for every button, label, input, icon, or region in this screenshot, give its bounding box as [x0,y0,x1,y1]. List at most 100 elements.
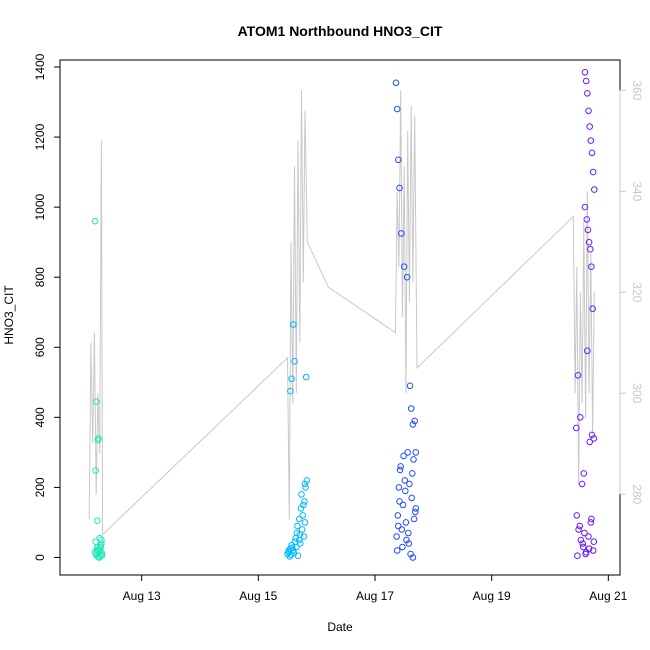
data-point [398,526,406,533]
data-point [298,526,306,533]
data-point [402,519,410,526]
data-point [578,480,586,488]
scatter-points [91,69,598,561]
data-point [296,531,304,539]
x-tick-label: Aug 19 [473,589,511,603]
data-point [407,405,415,412]
data-point [298,491,305,498]
data-point [574,552,581,560]
data-point [412,449,420,456]
data-point [576,522,584,530]
data-point [589,547,597,554]
data-point [406,480,413,488]
x-tick-label: Aug 21 [589,589,627,603]
data-point [98,550,106,557]
data-point [588,431,596,439]
data-point [410,456,417,463]
data-point [395,484,403,491]
data-point [396,466,404,474]
right-y-tick-label: 360 [630,80,644,100]
data-point [286,553,294,560]
data-point [288,375,295,383]
data-point [292,534,300,542]
x-axis-label: Date [327,620,353,634]
data-point [301,480,309,488]
right-y-tick-label: 300 [630,383,644,403]
data-point [585,545,593,553]
data-point [288,544,296,552]
data-point [400,452,407,460]
data-point [403,273,411,281]
data-point [577,536,585,544]
data-point [405,529,412,537]
right-y-tick-label: 340 [630,181,644,201]
data-point [302,484,309,491]
data-point [581,69,589,76]
data-point [287,387,294,395]
secondary-line [88,90,595,536]
x-axis: Aug 13 Aug 15 Aug 17 Aug 19 Aug 21 [123,574,628,603]
y-tick-label: 600 [33,337,47,357]
chart-title: ATOM1 Northbound HNO3_CIT [238,23,443,39]
data-point [98,552,106,559]
y-axis: 0 200 400 600 800 1000 1200 1400 [33,53,61,561]
data-point [585,533,592,540]
data-point [400,263,408,271]
data-point [589,168,597,176]
data-point [300,501,307,509]
data-point [94,517,101,525]
data-point [91,217,99,225]
data-point [590,435,598,442]
data-point [587,519,595,526]
data-point [291,538,299,546]
data-point [584,347,591,355]
y-tick-label: 400 [33,407,47,427]
data-point [574,372,582,379]
data-point [92,467,99,474]
data-point [579,540,587,547]
data-point [409,554,417,561]
data-point [403,536,410,544]
data-point [591,186,598,193]
data-point [573,424,580,432]
x-tick-label: Aug 13 [123,589,161,603]
data-point [586,438,594,446]
x-tick-label: Aug 15 [239,589,277,603]
data-point [401,477,409,484]
y-tick-label: 1000 [33,193,47,220]
data-point [409,470,416,477]
data-point [582,77,590,85]
right-y-tick-label: 320 [630,282,644,302]
y-tick-label: 1400 [33,53,47,80]
data-point [96,547,104,555]
y-axis-label: HNO3_CIT [2,285,16,345]
data-point [393,105,401,113]
data-point [394,512,402,519]
data-point [411,417,419,425]
data-point [393,533,400,540]
data-point [393,547,401,554]
data-point [573,512,581,519]
data-point [399,543,406,551]
data-point [586,123,594,130]
data-point [588,149,596,157]
data-point [583,216,591,223]
data-point [398,230,405,237]
data-point [584,226,592,234]
data-point [412,508,419,516]
data-point [294,522,301,530]
data-point [397,463,405,470]
data-point [580,470,588,477]
data-point [587,137,595,144]
data-point [98,536,105,544]
data-point [396,184,403,192]
data-point [290,321,297,328]
right-y-axis: 280 300 320 340 360 [619,80,644,505]
data-point [588,515,595,523]
y-tick-label: 200 [33,477,47,497]
right-y-tick-label: 280 [630,484,644,504]
data-point [585,238,593,246]
data-point [588,263,595,271]
data-point [392,79,400,87]
